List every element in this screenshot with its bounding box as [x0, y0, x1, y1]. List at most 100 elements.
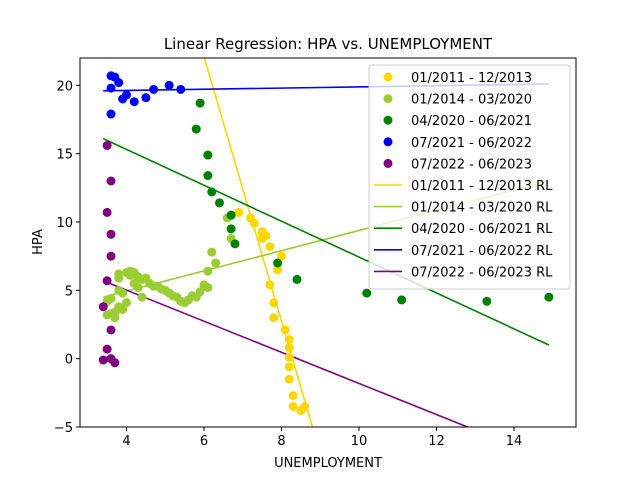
data-point-3-6 [118, 94, 128, 104]
data-point-2-4 [292, 274, 302, 284]
data-point-0-17 [284, 374, 294, 384]
data-point-3-9 [106, 83, 116, 93]
data-point-1-36 [195, 287, 205, 297]
data-point-2-6 [230, 239, 240, 249]
data-point-2-14 [195, 98, 205, 108]
data-point-4-8 [102, 344, 112, 354]
axes: 4 6 8 10 12 14 −5 0 5 10 15 20 [54, 79, 522, 449]
data-point-0-5 [257, 233, 267, 243]
data-point-3-11 [106, 109, 116, 119]
data-point-2-7 [226, 224, 236, 234]
regression-line-9 [102, 280, 468, 427]
x-tick-label-2: 8 [277, 434, 285, 449]
y-axis-label: HPA [31, 229, 46, 255]
data-point-1-22 [137, 292, 147, 302]
data-point-0-0 [234, 207, 244, 217]
data-point-4-0 [102, 140, 112, 150]
data-point-0-16 [284, 362, 294, 372]
data-point-2-5 [273, 258, 283, 268]
data-point-1-9 [114, 269, 124, 279]
data-point-0-12 [280, 325, 290, 335]
data-point-0-18 [288, 391, 298, 401]
data-point-0-13 [284, 335, 294, 345]
y-tick-label-0: −5 [54, 421, 73, 436]
data-point-1-13 [122, 298, 131, 308]
data-point-0-2 [249, 218, 259, 228]
legend-label-5: 01/2011 - 12/2013 RL [411, 179, 553, 194]
data-point-1-40 [207, 247, 217, 257]
data-point-2-13 [191, 124, 201, 134]
data-point-4-5 [102, 276, 112, 286]
data-point-3-3 [141, 93, 151, 103]
x-tick-label-1: 6 [200, 434, 208, 449]
data-point-3-0 [176, 84, 186, 94]
data-point-4-4 [106, 251, 116, 261]
data-point-1-39 [203, 266, 213, 276]
data-point-0-19 [288, 402, 298, 411]
legend-marker-3 [383, 137, 393, 147]
data-point-1-38 [203, 283, 213, 293]
legend-label-0: 01/2011 - 12/2013 [411, 71, 532, 86]
legend-label-1: 01/2014 - 03/2020 [411, 93, 532, 108]
y-tick-label-2: 5 [65, 284, 73, 299]
legend-label-2: 04/2020 - 06/2021 [411, 114, 532, 129]
data-point-2-11 [203, 171, 213, 181]
y-tick-label-1: 0 [65, 353, 73, 368]
data-point-1-19 [133, 283, 143, 293]
plot-frame [79, 57, 577, 428]
data-point-1-11 [118, 304, 128, 314]
legend-frame [368, 64, 571, 290]
data-point-3-2 [149, 84, 159, 94]
data-point-2-3 [362, 288, 372, 298]
y-tick-label-4: 15 [56, 148, 73, 163]
data-point-2-2 [397, 295, 407, 305]
legend-label-8: 07/2021 - 06/2022 RL [411, 244, 553, 259]
chart-title: Linear Regression: HPA vs. UNEMPLOYMENT [164, 35, 493, 53]
data-point-4-7 [106, 325, 116, 335]
data-point-4-9 [98, 355, 108, 365]
data-point-0-11 [269, 313, 279, 323]
data-point-2-0 [544, 292, 554, 302]
x-tick-label-5: 14 [506, 434, 523, 449]
legend-label-4: 07/2022 - 06/2023 [411, 157, 532, 172]
data-point-3-10 [106, 71, 116, 81]
data-point-0-10 [269, 298, 279, 308]
data-point-4-3 [106, 229, 116, 239]
data-point-2-12 [203, 150, 213, 160]
data-point-4-1 [106, 176, 116, 186]
legend-label-6: 01/2014 - 03/2020 RL [411, 201, 553, 216]
data-point-2-10 [207, 187, 217, 197]
data-point-0-9 [265, 280, 275, 290]
data-point-3-1 [164, 80, 174, 90]
data-point-1-10 [118, 288, 128, 298]
data-point-2-1 [482, 296, 492, 306]
legend-label-7: 04/2020 - 06/2021 RL [411, 222, 553, 237]
data-point-0-21 [300, 402, 310, 411]
data-point-0-7 [277, 251, 286, 261]
data-point-4-2 [102, 207, 112, 217]
data-point-0-8 [273, 265, 283, 275]
data-point-2-9 [215, 198, 224, 208]
data-point-1-1 [106, 294, 116, 304]
legend-marker-4 [383, 158, 393, 168]
data-point-0-15 [284, 352, 294, 362]
legend-marker-1 [383, 94, 393, 104]
legend-label-9: 07/2022 - 06/2023 RL [411, 265, 553, 280]
x-axis-label: UNEMPLOYMENT [274, 456, 382, 471]
legend-marker-0 [383, 72, 393, 82]
x-tick-label-3: 10 [351, 434, 368, 449]
y-tick-label-5: 20 [56, 79, 73, 94]
data-point-4-6 [98, 302, 108, 312]
data-point-2-8 [226, 210, 236, 220]
legend-marker-2 [383, 115, 393, 125]
regression-line-7 [102, 137, 550, 346]
x-tick-label-4: 12 [428, 434, 445, 449]
legend-label-3: 07/2021 - 06/2022 [411, 136, 532, 151]
x-tick-label-0: 4 [122, 434, 130, 449]
data-point-3-4 [129, 97, 139, 107]
data-point-1-41 [211, 258, 221, 268]
data-point-0-6 [265, 242, 275, 252]
data-point-4-11 [110, 358, 120, 368]
legend: 01/2011 - 12/2013 01/2014 - 03/2020 04/202… [368, 64, 571, 290]
